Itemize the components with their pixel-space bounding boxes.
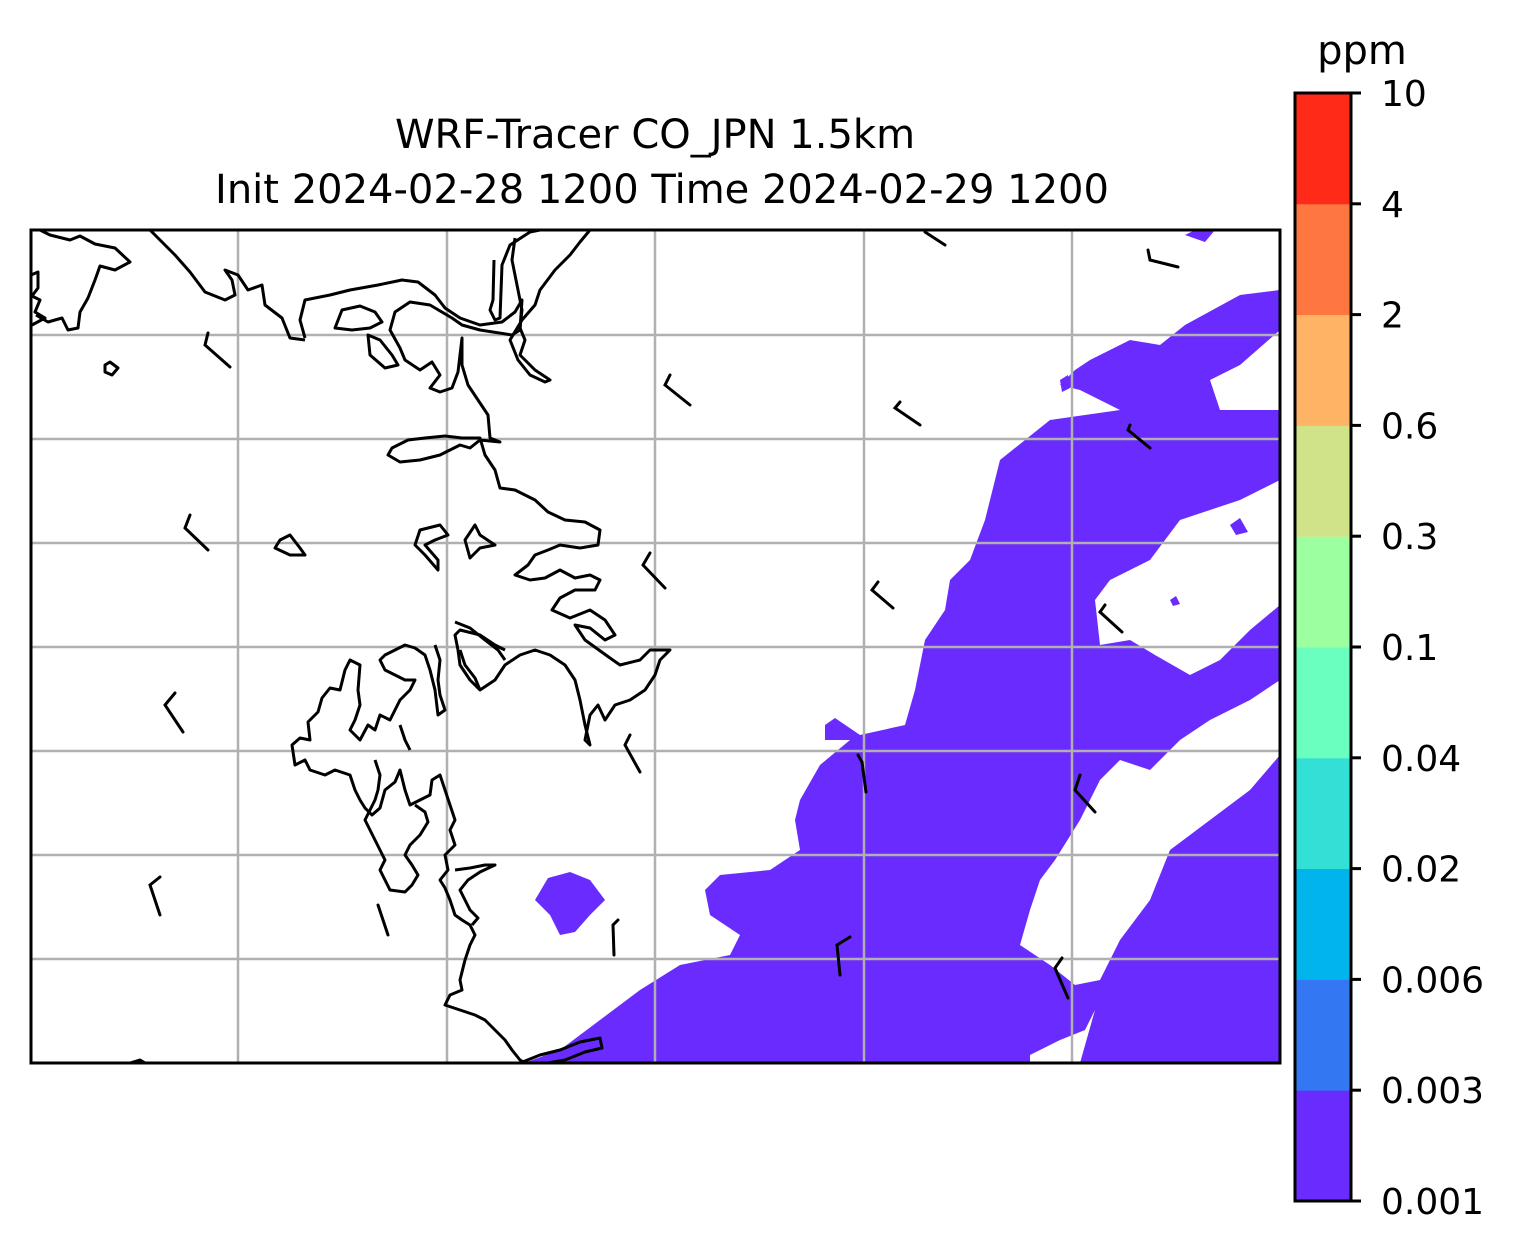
colorbar-segment (1295, 647, 1351, 759)
colorbar-tick-label: 0.02 (1381, 850, 1461, 891)
map-frame (29, 228, 1282, 1065)
colorbar-unit-label: ppm (1317, 28, 1407, 74)
coastlines (31, 230, 672, 1063)
colorbar-segment (1295, 1090, 1351, 1202)
colorbar-segment (1295, 757, 1351, 870)
colorbar-segment (1295, 93, 1351, 205)
colorbar-segment (1295, 979, 1351, 1091)
colorbar-tick-label: 0.04 (1381, 739, 1461, 780)
map-title-line-2: Init 2024-02-28 1200 Time 2024-02-29 120… (215, 167, 1109, 213)
colorbar-segment (1295, 314, 1351, 426)
map-gridlines (31, 230, 1280, 1063)
map-title-line-1: WRF-Tracer CO_JPN 1.5km (395, 112, 915, 158)
co-plume-fill (524, 230, 1280, 1063)
colorbar-tick-label: 0.3 (1381, 517, 1438, 558)
map-panel (31, 230, 1280, 1063)
colorbar-tick-label: 0.6 (1381, 406, 1438, 447)
colorbar-segment (1295, 868, 1351, 980)
colorbar-tick-label: 10 (1381, 74, 1427, 115)
colorbar-tick-label: 2 (1381, 296, 1404, 337)
colorbar-tick-label: 0.001 (1381, 1182, 1484, 1223)
wind-barbs (148, 230, 1180, 1000)
colorbar-tick-label: 0.006 (1381, 960, 1484, 1001)
colorbar-tick-label: 0.003 (1381, 1071, 1484, 1112)
colorbar-segment (1295, 203, 1351, 316)
colorbar-segment (1295, 425, 1351, 537)
colorbar: 0.001 0.003 0.006 0.02 0.04 0.1 0.3 0.6 2 4 10 (1293, 74, 1484, 1223)
colorbar-tick-label: 4 (1381, 185, 1404, 226)
colorbar-segment (1295, 536, 1351, 648)
colorbar-tick-label: 0.1 (1381, 628, 1438, 669)
